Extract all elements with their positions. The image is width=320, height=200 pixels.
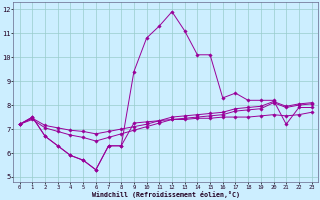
X-axis label: Windchill (Refroidissement éolien,°C): Windchill (Refroidissement éolien,°C) xyxy=(92,191,240,198)
